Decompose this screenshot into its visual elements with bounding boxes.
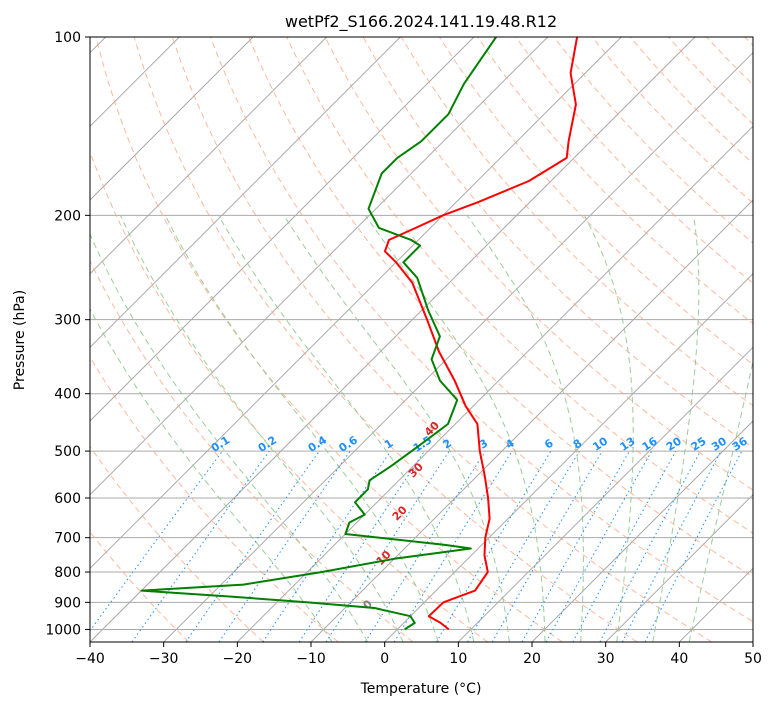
x-tick-label: 20 (523, 651, 541, 667)
y-tick-label: 900 (54, 595, 81, 611)
mixing-ratio-label: 4 (503, 436, 517, 451)
isotherm-line (90, 37, 401, 349)
dry-adiabat-line (324, 37, 753, 491)
chart-title: wetPf2_S166.2024.141.19.48.R12 (285, 12, 557, 32)
dry-adiabat-line (133, 37, 638, 642)
mixing-ratio-line (262, 450, 392, 642)
y-tick-label: 100 (54, 30, 81, 46)
dry-adiabat-line (95, 37, 563, 642)
mixing-ratio-line (185, 450, 320, 642)
dry-adiabat-line (515, 37, 753, 284)
mixing-ratio-line (572, 450, 677, 642)
isotherm-line (457, 346, 753, 642)
y-tick-label: 500 (54, 444, 81, 460)
isotherm-line (605, 493, 753, 642)
mixing-ratio-line (467, 450, 580, 642)
dry-adiabat-line (90, 445, 264, 642)
moist-adiabat-line (90, 232, 369, 642)
mixing-ratio-line (325, 450, 450, 642)
y-tick-label: 800 (54, 565, 81, 581)
x-tick-label: −20 (223, 651, 253, 667)
mixing-ratio-label: 2 (441, 437, 455, 452)
temperature-profile-line (383, 37, 579, 631)
dry-adiabat-line (210, 37, 753, 623)
mixing-ratio-line (364, 450, 486, 642)
dewpoint-profile-line (140, 37, 497, 631)
moist-adiabat-line (283, 215, 510, 642)
y-tick-label: 400 (54, 387, 81, 403)
dry-adiabat-line (90, 531, 190, 642)
isotherm-line (90, 37, 254, 201)
x-tick-label: 0 (380, 651, 389, 667)
dry-adiabat-line (553, 37, 753, 244)
y-tick-label: 600 (54, 491, 81, 507)
dry-adiabat-line (90, 356, 339, 642)
mixing-ratio-line (298, 450, 425, 642)
dry-adiabat-line (90, 150, 488, 642)
x-tick-label: 40 (670, 651, 688, 667)
moist-adiabat-line (364, 215, 546, 642)
mixing-ratio-label: 0.1 (209, 433, 232, 455)
mixing-ratio-label: 6 (542, 436, 556, 451)
x-tick-label: 30 (597, 651, 615, 667)
x-tick-label: −10 (296, 651, 326, 667)
x-tick-label: −30 (149, 651, 179, 667)
isotherm-line (236, 125, 753, 642)
mixing-ratio-line (644, 450, 743, 642)
dry-adiabat-line (591, 37, 753, 204)
y-tick-label: 200 (54, 208, 81, 224)
moist-adiabat-line (583, 215, 634, 642)
x-tick-label: 50 (744, 651, 762, 667)
moist-adiabat-line (164, 215, 439, 642)
dry-adiabat-line (248, 37, 753, 578)
dry-adiabat-line (286, 37, 753, 534)
dry-adiabat-line (438, 37, 753, 366)
moist-adiabat-line (120, 215, 404, 642)
dry-adiabat-line (90, 259, 414, 642)
dry-adiabat-line (171, 37, 712, 642)
moist-adiabat-line (466, 215, 584, 642)
y-axis-label: Pressure (hPa) (12, 290, 28, 390)
y-tick-label: 700 (54, 531, 81, 547)
isotherm-line (752, 641, 753, 642)
isotherm-label: 20 (390, 503, 410, 523)
mixing-ratio-line (90, 450, 223, 632)
isotherm-line (90, 37, 549, 496)
dry-adiabat-line (744, 37, 753, 47)
grid-layer (90, 37, 753, 642)
axes-layer: −40 −30 −20 −10 0 10 20 30 40 5010020030040050060… (45, 30, 762, 667)
moist-adiabat-line (218, 215, 475, 642)
mixing-ratio-label: 0.6 (336, 433, 360, 455)
mixing-ratio-line (393, 450, 513, 642)
mixing-ratio-line (435, 450, 552, 642)
isotherm-line (678, 567, 753, 642)
isotherm-line (531, 420, 753, 642)
mixing-ratio-label: 0.4 (306, 433, 330, 455)
x-axis-label: Temperature (°C) (360, 681, 482, 697)
series-layer (140, 37, 579, 631)
isotherm-line (90, 37, 622, 570)
isotherm-line (163, 51, 753, 642)
y-tick-label: 1000 (45, 622, 81, 638)
mixing-ratio-line (218, 450, 351, 642)
moist-adiabat-line (652, 215, 700, 642)
mixing-ratio-line (545, 450, 653, 642)
x-tick-label: 10 (449, 651, 467, 667)
moist-adiabat-line (688, 358, 753, 642)
isotherm-line (90, 37, 328, 275)
isotherm-line (90, 37, 475, 422)
moist-adiabat-line (90, 308, 333, 642)
dry-adiabat-line (706, 37, 753, 86)
dry-adiabat-line (668, 37, 753, 125)
mixing-ratio-line (599, 450, 701, 642)
y-tick-label: 300 (54, 313, 81, 329)
isotherm-line (90, 37, 696, 642)
x-tick-label: −40 (75, 651, 105, 667)
plot-frame (89, 36, 754, 643)
